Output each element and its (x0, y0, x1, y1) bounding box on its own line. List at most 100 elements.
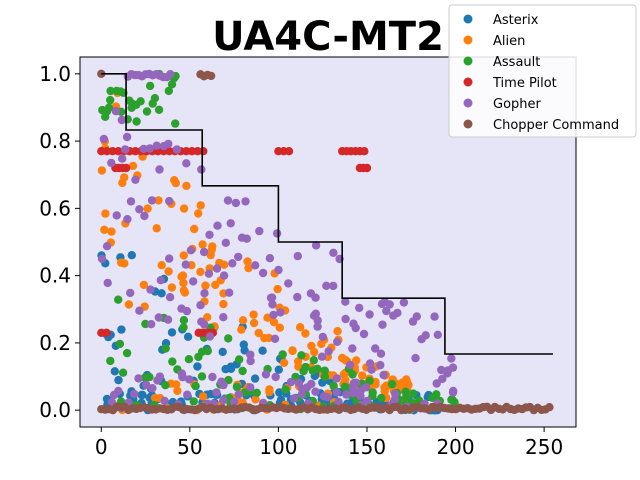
point-gopher (230, 397, 239, 406)
point-gopher (226, 219, 235, 228)
point-alien (260, 333, 269, 343)
point-alien (120, 259, 129, 268)
point-gopher (378, 320, 387, 329)
point-alien (178, 271, 188, 280)
point-gopher (376, 349, 386, 358)
point-gopher (318, 332, 327, 342)
point-gopher (421, 331, 430, 340)
point-assault (297, 351, 306, 360)
point-gopher (272, 229, 282, 238)
point-time-pilot (360, 147, 369, 156)
point-asterix (127, 251, 136, 260)
y-tick-label: 0.4 (39, 264, 71, 288)
point-asterix (218, 347, 227, 357)
point-alien (273, 284, 282, 294)
point-assault (313, 364, 322, 373)
point-gopher (258, 268, 268, 278)
point-gopher (341, 314, 350, 324)
point-alien (269, 318, 279, 327)
point-alien (358, 371, 367, 380)
point-assault (299, 367, 308, 376)
point-alien (124, 300, 134, 309)
point-alien (97, 166, 107, 175)
point-gopher (126, 288, 135, 298)
point-alien (179, 286, 189, 295)
point-gopher (142, 380, 151, 390)
point-alien (128, 161, 138, 171)
legend-label: Gopher (493, 97, 542, 112)
point-alien (120, 173, 129, 182)
point-gopher (182, 159, 191, 168)
legend-marker (463, 98, 473, 108)
point-alien (380, 387, 389, 396)
point-gopher (311, 387, 320, 396)
point-asterix (114, 375, 123, 385)
point-gopher (155, 165, 164, 174)
point-gopher (311, 241, 321, 250)
point-gopher (152, 141, 161, 150)
y-tick-label: 1.0 (39, 62, 71, 86)
point-gopher (365, 310, 374, 319)
point-gopher (246, 356, 255, 366)
point-gopher (329, 248, 338, 257)
point-gopher (199, 247, 209, 257)
point-gopher (160, 396, 169, 406)
point-alien (352, 356, 361, 365)
point-asterix (274, 365, 283, 374)
point-gopher (349, 319, 358, 328)
point-gopher (146, 285, 155, 294)
point-gopher (117, 115, 127, 125)
point-alien (237, 325, 246, 334)
reference-step-line (101, 73, 553, 355)
point-assault (140, 373, 150, 382)
point-gopher (393, 308, 402, 318)
legend-marker (463, 77, 473, 87)
point-gopher (334, 397, 343, 406)
x-tick-label: 150 (348, 435, 386, 459)
point-gopher (261, 370, 271, 379)
point-assault (114, 295, 123, 304)
point-gopher (165, 293, 175, 302)
scatter-points (97, 69, 554, 415)
point-gopher (159, 141, 169, 151)
point-gopher (443, 366, 453, 375)
point-gopher (365, 359, 375, 368)
point-gopher (147, 320, 156, 329)
point-gopher (376, 360, 385, 370)
point-alien (201, 281, 210, 290)
point-gopher (289, 394, 299, 403)
legend-label: Asterix (493, 13, 539, 28)
point-gopher (382, 306, 391, 316)
point-gopher (242, 234, 251, 243)
point-assault (329, 381, 338, 391)
point-alien (333, 327, 342, 336)
point-assault (161, 381, 170, 390)
point-gopher (293, 292, 302, 302)
point-gopher (112, 211, 121, 220)
y-tick-label: 0.2 (39, 331, 71, 355)
point-assault (142, 107, 152, 116)
point-asterix (193, 362, 202, 371)
point-gopher (265, 254, 275, 263)
point-gopher (329, 281, 338, 291)
legend-label: Time Pilot (492, 76, 557, 91)
point-gopher (107, 158, 116, 168)
point-gopher (349, 388, 358, 398)
point-gopher (205, 332, 215, 341)
point-assault (197, 347, 207, 356)
legend-label: Alien (493, 34, 525, 49)
legend-marker (463, 56, 473, 66)
point-gopher (181, 260, 190, 269)
point-gopher (268, 300, 277, 309)
point-gopher (359, 329, 369, 339)
point-time-pilot (102, 328, 111, 337)
point-chopper-command (206, 71, 216, 81)
point-asterix (221, 364, 230, 374)
point-assault (164, 86, 173, 96)
point-gopher (196, 301, 205, 310)
point-gopher (177, 369, 187, 378)
point-gopher (323, 393, 332, 402)
point-gopher (322, 281, 331, 290)
point-asterix (258, 346, 267, 355)
point-asterix (137, 390, 146, 400)
